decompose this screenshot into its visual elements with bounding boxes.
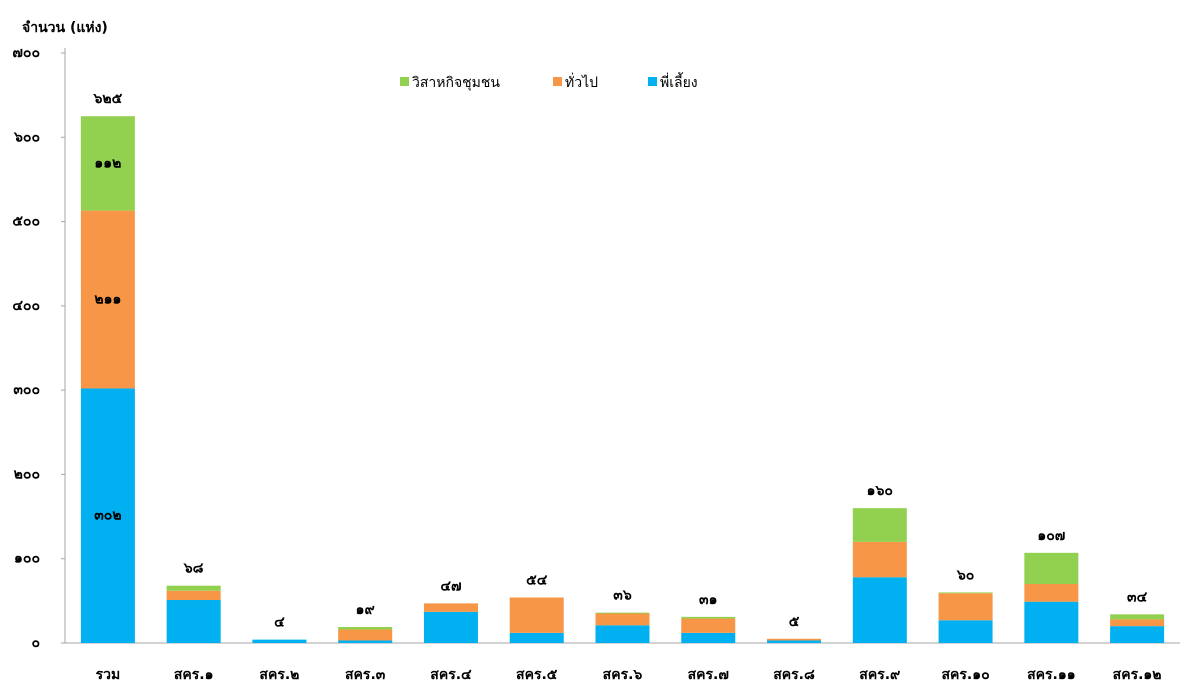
x-tick-label: สคร.๔ [430, 667, 472, 681]
legend-label: ทั่วไป [565, 73, 598, 91]
y-tick-label: ๒๐๐ [14, 466, 40, 482]
x-tick-label: สคร.๕ [516, 667, 558, 681]
x-tick-label: รวม [96, 667, 121, 681]
bar-segment [595, 612, 650, 614]
bar-segment [80, 388, 135, 643]
x-tick-label: สคร.๖ [603, 667, 643, 681]
total-label: ๓๑ [699, 592, 717, 608]
x-tick-label: สคร.๙ [859, 667, 900, 681]
bar-segment [938, 592, 993, 594]
bar-segment [1024, 584, 1079, 602]
x-tick-label: สคร.๑๐ [941, 667, 989, 681]
bar-segment [681, 616, 736, 619]
bar-segment [509, 632, 564, 643]
total-label: ๕ [789, 614, 800, 630]
legend-label: พี่เลี้ยง [660, 72, 698, 91]
total-label: ๖๒๕ [93, 91, 123, 107]
y-axis-label: จำนวน (แห่ง) [22, 20, 108, 36]
bar-segment [1024, 601, 1079, 643]
total-label: ๖๐ [956, 567, 974, 583]
x-tick-label: สคร.๑๒ [1113, 667, 1162, 681]
bar-segment [595, 613, 650, 626]
x-tick-label: สคร.๑ [174, 667, 214, 681]
total-label: ๕๔ [526, 572, 548, 588]
total-label: ๓๖ [613, 588, 632, 604]
total-label: ๔ [274, 615, 285, 631]
y-tick-label: ๐ [31, 635, 40, 651]
bar-segment [852, 508, 907, 542]
total-label: ๓๔ [1127, 589, 1148, 605]
bar-segment [938, 593, 993, 621]
x-tick-label: สคร.๘ [773, 667, 815, 681]
bar-segment [423, 603, 478, 612]
bar-segment [1024, 552, 1079, 584]
legend-label: วิสาหกิจชุมชน [412, 75, 501, 91]
legend-swatch [648, 77, 657, 86]
y-tick-label: ๖๐๐ [13, 129, 40, 145]
bar-segment [595, 625, 650, 643]
y-tick-label: ๓๐๐ [13, 382, 40, 398]
x-tick-label: สคร.๑๑ [1027, 667, 1076, 681]
bar-segment [252, 639, 307, 643]
bar-segment [1110, 626, 1165, 643]
total-label: ๔๗ [440, 578, 461, 594]
y-tick-label: ๔๐๐ [12, 298, 40, 314]
bar-segment [767, 638, 822, 641]
bar-segment [852, 541, 907, 578]
x-tick-label: สคร.๓ [345, 667, 386, 681]
total-label: ๑๖๐ [867, 483, 893, 499]
bar-segment [338, 640, 393, 643]
segment-label: ๑๑๒ [94, 155, 121, 171]
total-label: ๑๐๗ [1037, 528, 1065, 544]
bar-segment [1110, 614, 1165, 620]
bar-segment [681, 618, 736, 633]
bar-segment [1110, 619, 1165, 627]
bar-segment [166, 585, 221, 591]
legend-swatch [400, 77, 409, 86]
y-tick-label: ๗๐๐ [12, 45, 40, 61]
bar-segment [509, 597, 564, 633]
bar-segment [423, 611, 478, 643]
legend-swatch [553, 77, 562, 86]
bar-segment [166, 590, 221, 601]
x-tick-label: สคร.๗ [688, 667, 729, 681]
bar-segment [338, 629, 393, 641]
bar-segment [338, 626, 393, 630]
bar-segment [80, 116, 135, 211]
bar-segment [80, 210, 135, 389]
total-label: ๖๘ [183, 561, 204, 577]
bar-segment [938, 620, 993, 643]
segment-label: ๒๑๑ [94, 292, 121, 308]
bar-segment [681, 632, 736, 643]
bar-segment [166, 600, 221, 643]
y-tick-label: ๑๐๐ [14, 551, 40, 567]
bar-segment [852, 577, 907, 643]
segment-label: ๓๐๒ [94, 508, 121, 524]
total-label: ๑๙ [356, 602, 375, 618]
x-tick-label: สคร.๒ [259, 667, 299, 681]
bar-segment [767, 640, 822, 643]
y-tick-label: ๕๐๐ [12, 214, 40, 230]
